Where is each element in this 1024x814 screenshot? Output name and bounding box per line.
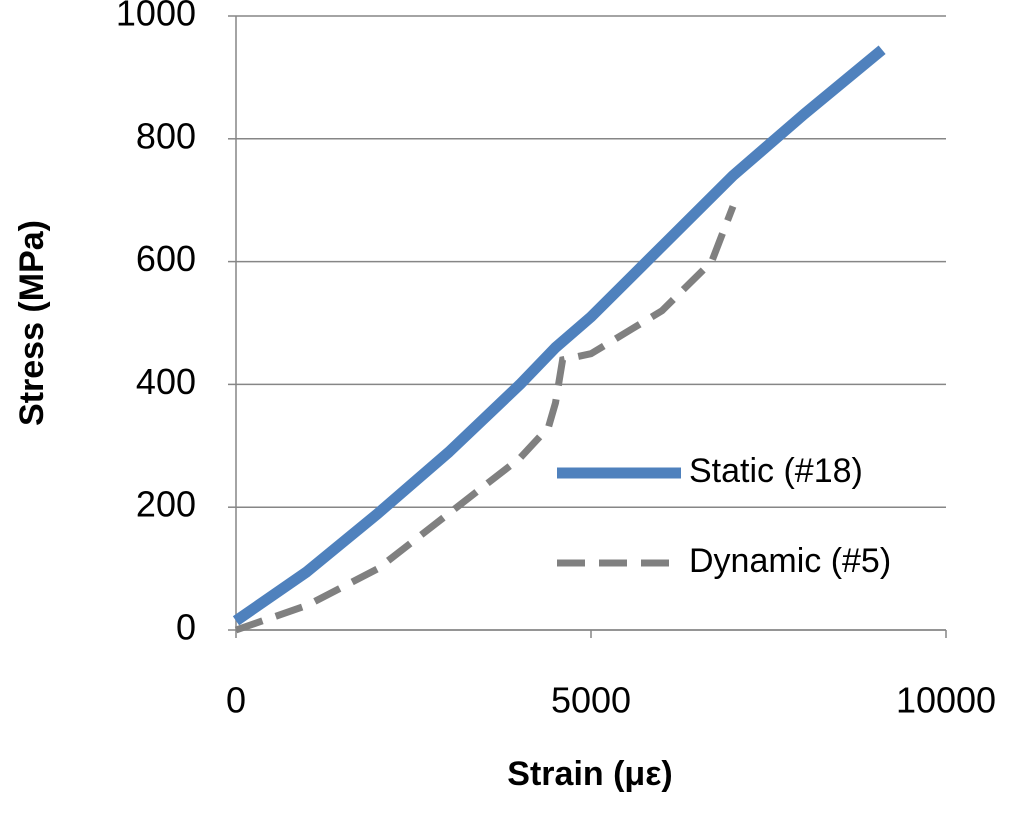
y-tick-label: 800 (136, 115, 196, 156)
x-tick-label: 0 (226, 680, 246, 721)
series-line (234, 205, 737, 634)
legend-label: Dynamic (#5) (689, 542, 891, 580)
y-tick-label: 0 (176, 607, 196, 648)
legend-label: Static (#18) (689, 452, 863, 490)
x-tick-label: 10000 (896, 680, 996, 721)
series-line (232, 45, 886, 626)
y-tick-label: 600 (136, 238, 196, 279)
y-tick-label: 400 (136, 361, 196, 402)
y-tick-label: 200 (136, 484, 196, 525)
x-tick-label: 5000 (551, 680, 631, 721)
y-axis-title: Stress (MPa) (13, 220, 51, 426)
x-axis-title: Strain (με) (507, 755, 672, 793)
y-tick-label: 1000 (116, 0, 196, 34)
